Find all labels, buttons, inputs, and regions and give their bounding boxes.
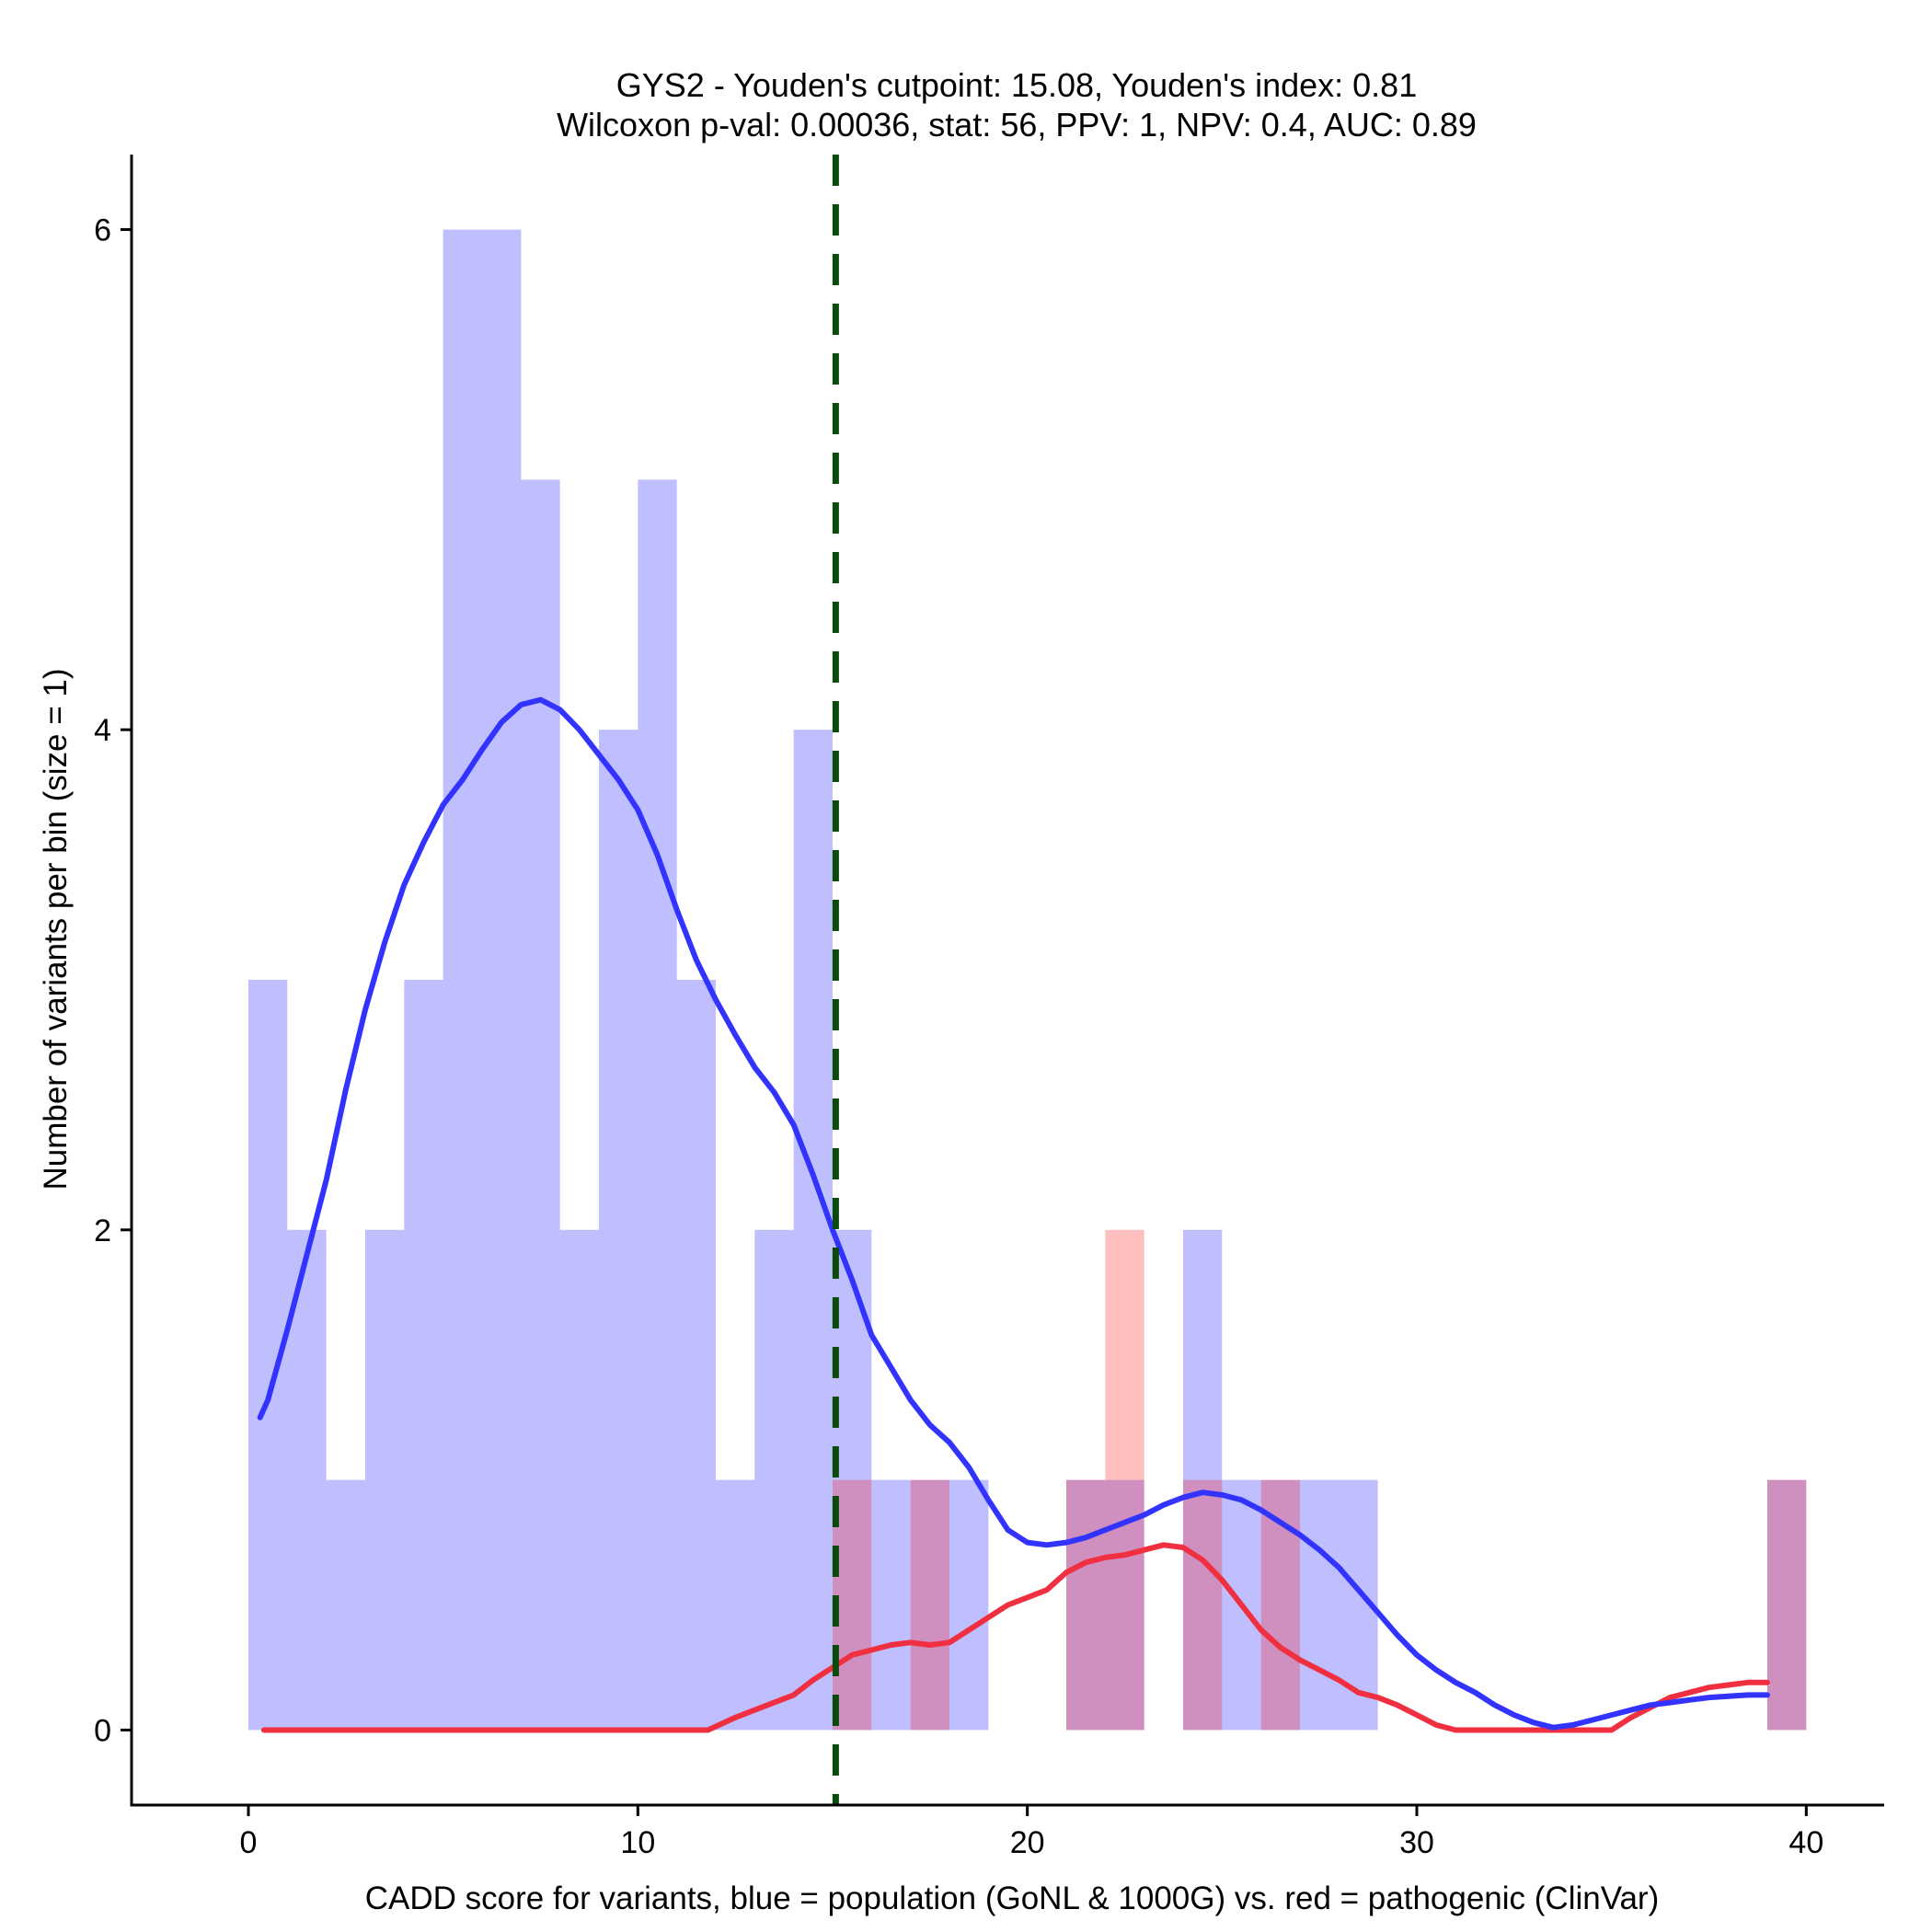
population-bar xyxy=(443,229,482,1731)
population-bar xyxy=(599,730,638,1731)
pathogenic-bar xyxy=(910,1479,949,1731)
x-tick-label: 20 xyxy=(1010,1825,1045,1860)
population-bar xyxy=(754,1229,794,1731)
population-bar xyxy=(871,1479,911,1731)
density-curves xyxy=(257,696,1770,1733)
population-density-line xyxy=(257,696,1770,1731)
population-bar xyxy=(404,980,443,1731)
y-tick-label: 2 xyxy=(94,1213,111,1248)
population-bar xyxy=(676,980,716,1731)
x-axis-label: CADD score for variants, blue = populati… xyxy=(365,1880,1660,1916)
population-bar xyxy=(326,1479,365,1731)
pathogenic-bar xyxy=(1260,1479,1300,1731)
pathogenic-bar xyxy=(1066,1479,1106,1731)
population-bar xyxy=(793,730,833,1731)
chart-title-line2: Wilcoxon p-val: 0.00036, stat: 56, PPV: … xyxy=(557,106,1477,144)
y-tick-label: 6 xyxy=(94,213,111,248)
population-bar xyxy=(1183,1229,1223,1731)
axes: 0 10 20 30 40 0 2 4 6 xyxy=(94,155,1884,1860)
population-histogram xyxy=(248,229,1807,1731)
population-bar xyxy=(521,479,560,1731)
x-tick-label: 30 xyxy=(1399,1825,1434,1860)
population-bar xyxy=(910,1479,949,1731)
population-bar xyxy=(949,1479,989,1731)
population-bar xyxy=(638,479,677,1731)
population-bar xyxy=(365,1229,405,1731)
chart-title-line1: GYS2 - Youden's cutpoint: 15.08, Youden'… xyxy=(616,66,1417,104)
population-bar xyxy=(716,1479,755,1731)
x-tick-label: 40 xyxy=(1788,1825,1823,1860)
population-bar xyxy=(1066,1479,1106,1731)
pathogenic-bar xyxy=(833,1479,872,1731)
pathogenic-bar xyxy=(1105,1229,1144,1731)
population-bar xyxy=(482,229,522,1731)
pathogenic-histogram xyxy=(833,1229,1807,1731)
population-bar xyxy=(1300,1479,1340,1731)
y-tick-label: 4 xyxy=(94,713,111,748)
population-bar xyxy=(1767,1479,1807,1731)
pathogenic-bar xyxy=(1183,1479,1223,1731)
x-tick-label: 0 xyxy=(240,1825,258,1860)
pathogenic-bar xyxy=(1767,1479,1807,1731)
pathogenic-density-line xyxy=(260,1542,1770,1733)
x-tick-label: 10 xyxy=(620,1825,655,1860)
y-tick-label: 0 xyxy=(94,1713,111,1748)
population-bar xyxy=(559,1229,599,1731)
y-axis-label: Number of variants per bin (size = 1) xyxy=(38,668,74,1190)
